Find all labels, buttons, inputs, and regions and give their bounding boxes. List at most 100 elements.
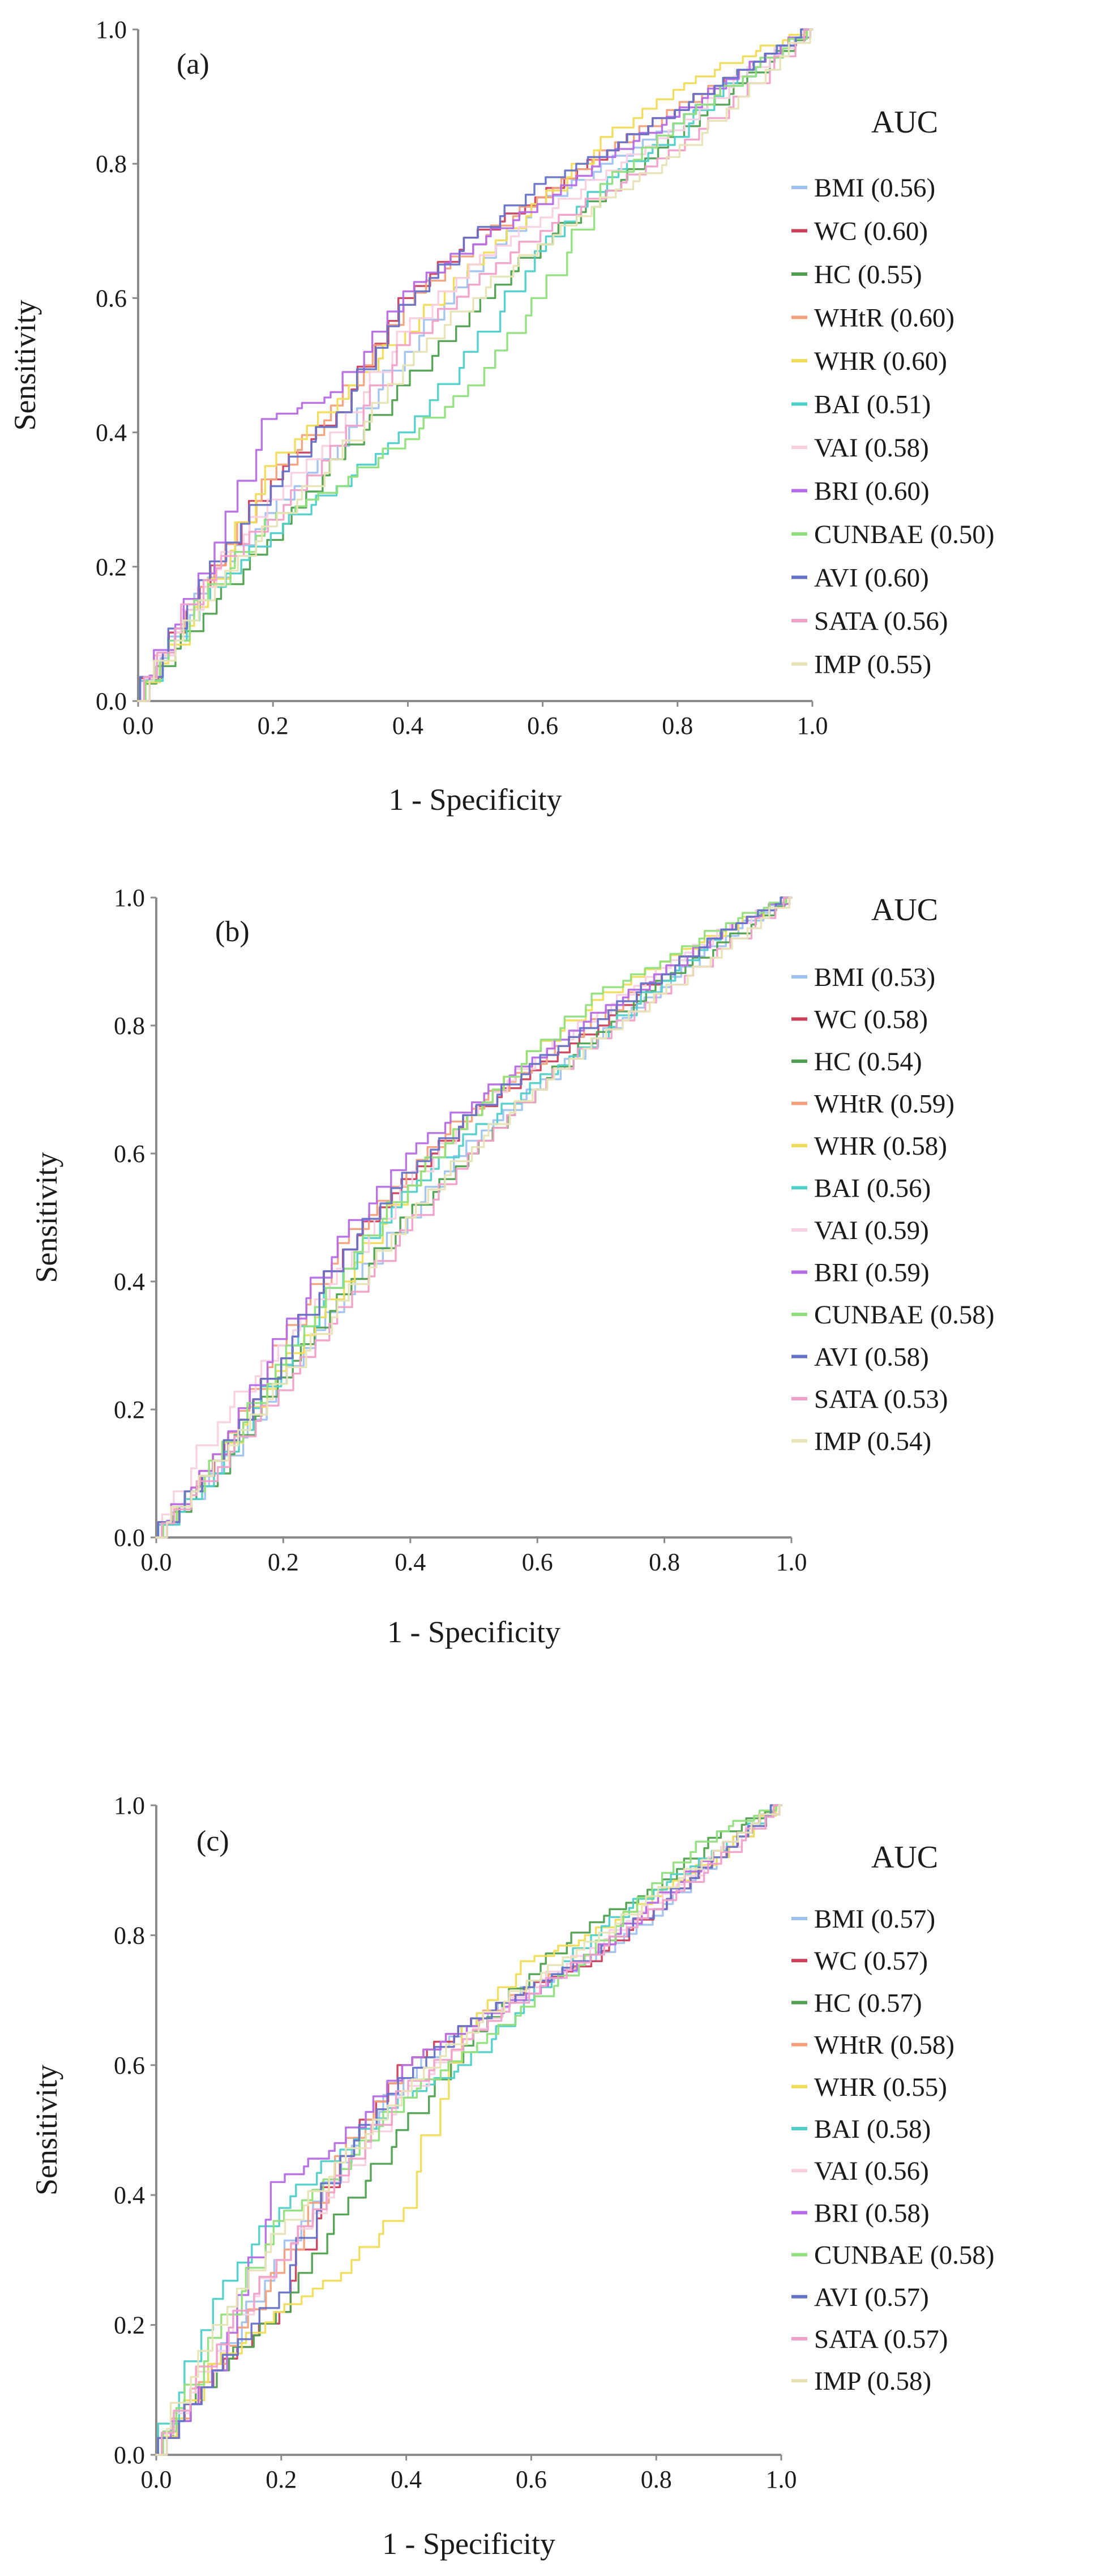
roc-curve-cunbae	[155, 896, 793, 1539]
x-tick-label: 0.8	[641, 2466, 672, 2493]
legend-label: VAI (0.59)	[814, 1216, 929, 1245]
roc-curve-imp	[155, 896, 793, 1539]
legend-item-avi: AVI (0.58)	[791, 1343, 929, 1372]
legend-label: BRI (0.58)	[814, 2198, 930, 2228]
legend-item-bri: BRI (0.60)	[791, 477, 930, 506]
x-tick-label: 0.2	[268, 1548, 299, 1576]
legend-label: AVI (0.57)	[814, 2283, 929, 2312]
roc-curve-whtr	[137, 28, 814, 702]
y-tick-label: 1.0	[114, 884, 145, 912]
x-tick-label: 1.0	[776, 1548, 807, 1576]
legend-label: WHR (0.55)	[814, 2073, 947, 2102]
roc-curve-whtr	[155, 896, 793, 1539]
legend-item-hc: HC (0.55)	[791, 260, 922, 289]
y-tick-label: 1.0	[114, 1792, 145, 1819]
legend-label: HC (0.55)	[814, 260, 922, 289]
legend-label: CUNBAE (0.50)	[814, 520, 995, 549]
roc-curve-cunbae	[155, 1804, 782, 2456]
legend-item-imp: IMP (0.58)	[791, 2366, 931, 2396]
legend-item-bri: BRI (0.59)	[791, 1258, 930, 1288]
roc-curve-sata	[155, 1804, 782, 2456]
legend-item-sata: SATA (0.56)	[791, 606, 948, 636]
legend-item-bri: BRI (0.58)	[791, 2198, 930, 2228]
y-tick-label: 0.4	[96, 419, 127, 447]
legend-item-cunbae: CUNBAE (0.58)	[791, 2241, 995, 2270]
y-tick-label: 0.2	[114, 2312, 145, 2339]
roc-curve-bmi	[155, 1804, 782, 2456]
legend-label: AVI (0.60)	[814, 563, 929, 593]
roc-curve-bai	[155, 1804, 782, 2456]
legend-label: BMI (0.56)	[814, 173, 935, 203]
roc-curve-vai	[137, 28, 814, 702]
legend-label: SATA (0.57)	[814, 2325, 948, 2354]
x-tick-label: 0.0	[123, 712, 154, 740]
legend-label: CUNBAE (0.58)	[814, 2241, 995, 2270]
legend-label: SATA (0.53)	[814, 1385, 948, 1414]
x-tick-label: 0.0	[141, 1548, 172, 1576]
legend-label: BRI (0.60)	[814, 477, 930, 506]
x-axis-title: 1 - Specificity	[382, 2527, 555, 2561]
roc-curve-whr	[137, 28, 814, 702]
legend-item-bmi: BMI (0.56)	[791, 173, 935, 203]
roc-curve-bmi	[155, 896, 793, 1539]
x-tick-label: 0.8	[649, 1548, 680, 1576]
y-tick-label: 0.0	[114, 1524, 145, 1552]
legend-label: WHR (0.60)	[814, 347, 947, 376]
roc-curve-cunbae	[137, 28, 814, 702]
x-tick-label: 1.0	[797, 712, 828, 740]
roc-curve-wc	[155, 896, 793, 1539]
roc-curve-whr	[155, 896, 793, 1539]
roc-curve-vai	[155, 896, 793, 1539]
y-axis-title: Sensitivity	[8, 300, 42, 430]
legend-label: SATA (0.56)	[814, 606, 948, 636]
x-tick-label: 0.2	[258, 712, 289, 740]
x-tick-label: 0.4	[391, 2466, 422, 2493]
legend-item-hc: HC (0.54)	[791, 1047, 922, 1076]
legend-label: IMP (0.54)	[814, 1427, 931, 1456]
panel-label: (a)	[177, 48, 209, 80]
legend-label: WHR (0.58)	[814, 1131, 947, 1161]
legend-label: VAI (0.58)	[814, 433, 929, 463]
legend-item-bai: BAI (0.58)	[791, 2114, 931, 2144]
y-tick-label: 0.8	[96, 150, 127, 178]
x-tick-label: 0.4	[392, 712, 423, 740]
y-tick-label: 0.6	[114, 2052, 145, 2079]
legend-item-whtr: WHtR (0.59)	[791, 1090, 954, 1119]
legend-label: AVI (0.58)	[814, 1343, 929, 1372]
y-tick-label: 0.6	[96, 284, 127, 312]
roc-panel-1: 0.0 0.2 0.4 0.6 0.8 1.0 0.0 0.2 0.4 0.6 0.8 1.0 1 - …	[8, 16, 995, 817]
legend-item-whr: WHR (0.58)	[791, 1131, 947, 1161]
legend-label: WHtR (0.58)	[814, 2031, 954, 2060]
legend-label: CUNBAE (0.58)	[814, 1300, 995, 1330]
legend-item-vai: VAI (0.56)	[791, 2156, 929, 2186]
roc-curve-avi	[137, 28, 814, 702]
legend-item-wc: WC (0.57)	[791, 1946, 928, 1976]
legend-label: HC (0.54)	[814, 1047, 922, 1076]
legend-item-imp: IMP (0.54)	[791, 1427, 931, 1456]
y-tick-label: 0.0	[114, 2441, 145, 2469]
roc-curve-imp	[155, 1804, 782, 2456]
legend-label: IMP (0.58)	[814, 2366, 931, 2396]
y-tick-label: 0.8	[114, 1921, 145, 1949]
roc-curve-hc	[155, 1804, 782, 2456]
y-tick-label: 0.4	[114, 2181, 145, 2209]
roc-curve-avi	[155, 1804, 782, 2456]
y-axis-title: Sensitivity	[29, 2065, 63, 2195]
panel-label: (b)	[215, 916, 250, 948]
legend-item-vai: VAI (0.59)	[791, 1216, 929, 1245]
y-tick-label: 0.2	[114, 1396, 145, 1424]
roc-curve-bri	[155, 896, 793, 1539]
legend-label: BMI (0.57)	[814, 1904, 935, 1934]
roc-curve-wc	[155, 1804, 782, 2456]
legend-item-bai: BAI (0.51)	[791, 390, 931, 420]
panel-label: (c)	[196, 1825, 229, 1857]
legend-label: WC (0.60)	[814, 217, 928, 246]
legend-item-hc: HC (0.57)	[791, 1988, 922, 2018]
legend-item-whtr: WHtR (0.60)	[791, 304, 954, 333]
legend-item-avi: AVI (0.60)	[791, 563, 929, 593]
legend-item-whr: WHR (0.55)	[791, 2073, 947, 2102]
roc-curve-vai	[155, 1804, 782, 2456]
legend-item-whr: WHR (0.60)	[791, 347, 947, 376]
legend-item-vai: VAI (0.58)	[791, 433, 929, 463]
roc-curve-imp	[137, 28, 814, 702]
